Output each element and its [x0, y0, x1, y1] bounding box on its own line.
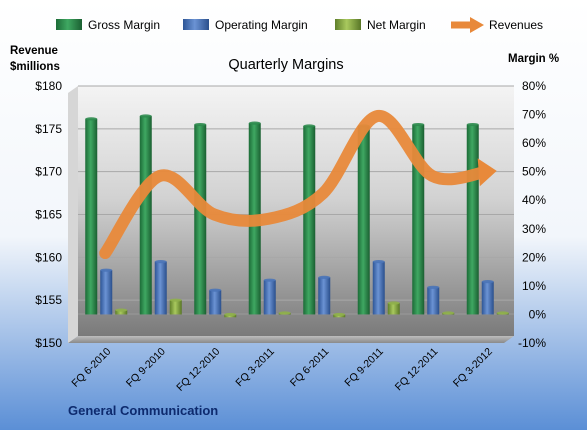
plot-side-wall — [68, 86, 78, 343]
legend-swatch-gross-margin — [56, 19, 82, 30]
bar-gross-margin-fq-12-2010-cap — [194, 122, 207, 127]
legend-swatch-revenues — [451, 17, 484, 33]
bar-operating-margin-fq-6-2011 — [318, 277, 331, 315]
right-tick-label: 40% — [522, 193, 546, 207]
bar-operating-margin-fq-3-2011 — [263, 280, 276, 315]
bar-operating-margin-fq-3-2012-cap — [481, 280, 494, 284]
bar-net-margin-fq-12-2011-cap — [442, 311, 455, 315]
left-tick-label: $150 — [35, 336, 62, 350]
left-tick-label: $170 — [35, 165, 62, 179]
left-tick-label: $175 — [35, 122, 62, 136]
right-tick-label: 60% — [522, 136, 546, 150]
bar-operating-margin-fq-6-2011-cap — [318, 275, 331, 279]
bar-gross-margin-fq-6-2011-cap — [303, 124, 316, 128]
revenues-line — [99, 109, 493, 260]
right-axis: -10% 0% 10% 20% 30% 40% 50% 60% 70% 80% — [518, 79, 546, 350]
bar-net-margin-fq-9-2011-cap — [387, 301, 400, 305]
bar-operating-margin-fq-12-2011 — [427, 287, 440, 315]
left-tick-label: $155 — [35, 293, 62, 307]
right-tick-label: 0% — [529, 307, 547, 321]
right-tick-label: 10% — [522, 279, 546, 293]
chart-title: Quarterly Margins — [228, 57, 343, 73]
bar-gross-margin-fq-9-2010-cap — [139, 114, 152, 118]
bar-operating-margin-fq-9-2011 — [372, 261, 385, 315]
bar-operating-margin-fq-12-2010-cap — [209, 288, 222, 292]
legend-label-gross-margin: Gross Margin — [88, 18, 160, 32]
right-tick-label: 80% — [522, 79, 546, 93]
bar-gross-margin-fq-9-2011 — [357, 125, 370, 315]
bar-net-margin-fq-12-2010-cap — [224, 312, 237, 317]
bar-operating-margin-fq-12-2011-cap — [427, 285, 440, 289]
bar-operating-margin-fq-9-2010 — [154, 261, 167, 315]
footer-label: General Communication — [68, 403, 218, 418]
bar-net-margin-fq-6-2010-cap — [115, 308, 128, 312]
left-axis-title-line2: $millions — [10, 61, 60, 73]
right-tick-label: -10% — [518, 336, 546, 350]
bar-gross-margin-fq-3-2012 — [466, 124, 479, 315]
legend-label-operating-margin: Operating Margin — [215, 18, 308, 32]
left-axis-title-line1: Revenue — [10, 45, 58, 57]
legend-swatch-net-margin — [335, 19, 361, 30]
bar-gross-margin-fq-6-2010-cap — [85, 117, 98, 121]
right-tick-label: 20% — [522, 250, 546, 264]
legend-label-net-margin: Net Margin — [367, 18, 426, 32]
bar-gross-margin-fq-3-2012-cap — [466, 122, 479, 127]
bar-operating-margin-fq-3-2012 — [481, 281, 494, 315]
right-tick-label: 30% — [522, 222, 546, 236]
bar-operating-margin-fq-6-2010 — [100, 270, 113, 315]
bar-net-margin-fq-3-2011-cap — [278, 311, 291, 315]
bar-net-margin-fq-9-2011 — [387, 303, 400, 315]
bar-gross-margin-fq-9-2010 — [139, 115, 152, 315]
left-tick-label: $160 — [35, 250, 62, 264]
bar-net-margin-fq-3-2012-cap — [496, 311, 509, 315]
bar-gross-margin-fq-6-2010 — [85, 118, 98, 315]
bar-gross-margin-fq-3-2011-cap — [248, 121, 261, 125]
left-tick-label: $165 — [35, 208, 62, 222]
bar-net-margin-fq-9-2010 — [169, 300, 182, 315]
legend-swatch-operating-margin — [183, 19, 209, 30]
bar-operating-margin-fq-9-2011-cap — [372, 260, 385, 264]
bar-net-margin-fq-6-2010 — [115, 310, 128, 315]
revenues-arrowhead — [477, 158, 497, 187]
plot-floor — [68, 336, 514, 343]
left-axis: $150 $155 $160 $165 $170 $175 $180 — [35, 79, 62, 350]
bar-net-margin-fq-9-2010-cap — [169, 298, 182, 302]
bar-operating-margin-fq-6-2010-cap — [100, 268, 113, 272]
bar-gross-margin-fq-12-2011-cap — [412, 122, 425, 127]
bar-operating-margin-fq-9-2010-cap — [154, 260, 167, 264]
left-tick-label: $180 — [35, 79, 62, 93]
right-tick-label: 50% — [522, 165, 546, 179]
bar-gross-margin-fq-6-2011 — [303, 125, 316, 315]
bar-operating-margin-fq-12-2010 — [209, 290, 222, 315]
legend-label-revenues: Revenues — [489, 18, 543, 32]
right-tick-label: 70% — [522, 108, 546, 122]
bars-layer — [85, 114, 509, 318]
legend: Gross Margin Operating Margin Net Margin… — [56, 17, 543, 33]
bar-net-margin-fq-6-2011-cap — [333, 312, 346, 317]
bar-gross-margin-fq-12-2010 — [194, 124, 207, 315]
bar-operating-margin-fq-3-2011-cap — [263, 278, 276, 282]
right-axis-title: Margin % — [508, 53, 559, 65]
